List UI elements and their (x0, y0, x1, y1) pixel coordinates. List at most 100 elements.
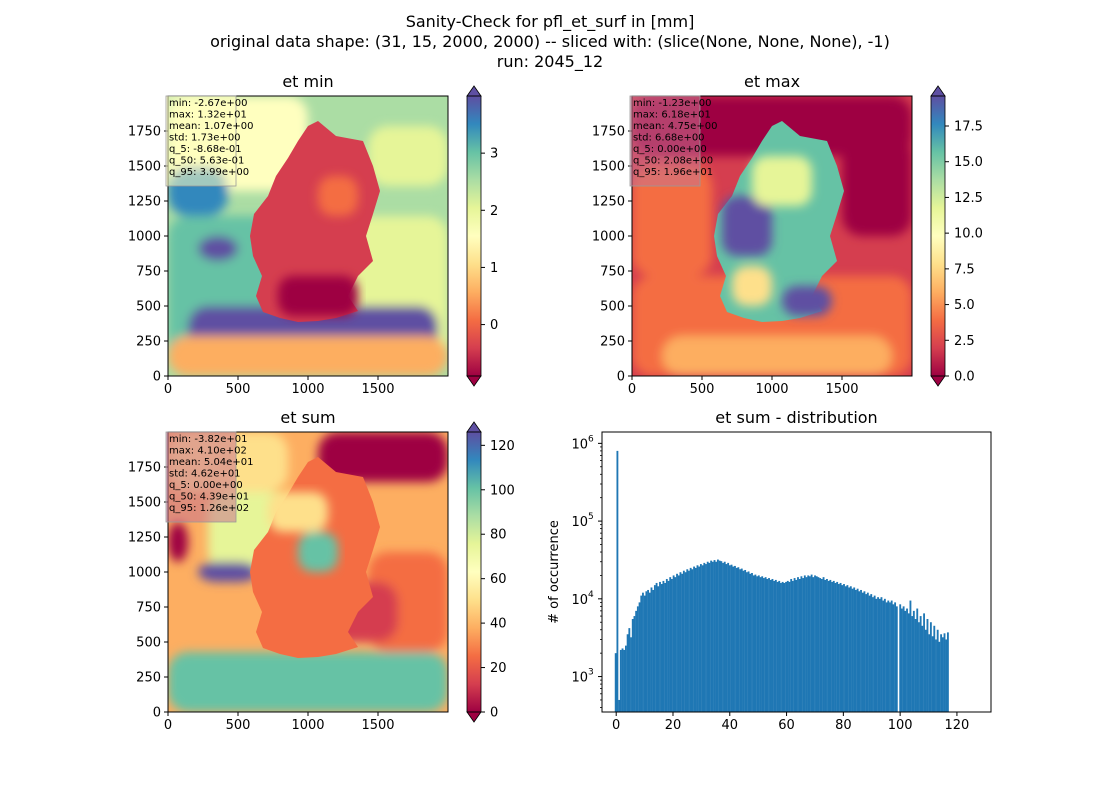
histogram-bar (800, 576, 803, 712)
y-tick-label: 500 (136, 300, 161, 315)
heatmap-region (168, 652, 448, 712)
figure-title-line-1: Sanity-Check for pfl_et_surf in [mm] (405, 12, 695, 31)
histogram-bar (618, 699, 621, 712)
stats-line: min: -2.67e+00 (169, 98, 248, 109)
histogram-bar (713, 560, 716, 712)
histogram-bar (725, 564, 728, 712)
x-tick-label: 0 (628, 382, 636, 397)
histogram-bar (836, 581, 839, 712)
stats-line: q_5: 0.00e+00 (633, 144, 707, 155)
heatmap-region (632, 166, 712, 276)
histogram-bar (783, 582, 786, 712)
histogram-bar (843, 584, 845, 712)
colorbar-gradient (467, 432, 481, 712)
stats-line: std: 6.68e+00 (633, 133, 705, 144)
heatmap-region (168, 522, 188, 562)
y-tick-exponent: 4 (588, 590, 594, 600)
histogram-bar (737, 567, 740, 712)
heatmap-field (168, 96, 448, 376)
heatmap-region (662, 336, 892, 376)
y-tick-exponent: 5 (588, 512, 594, 522)
histogram-bar (648, 592, 651, 712)
histogram-bar (929, 622, 932, 712)
colorbar-tick-label: 2.5 (954, 334, 975, 349)
heatmap-region (368, 126, 448, 186)
histogram-bar (633, 616, 636, 712)
x-tick-label: 0 (164, 718, 172, 733)
country-field (268, 492, 338, 572)
colorbar-tick-label: 40 (490, 617, 507, 632)
histogram-bar (628, 628, 631, 712)
histogram-bar (805, 577, 808, 712)
histogram-bar (642, 592, 644, 712)
histogram-bar (705, 564, 707, 712)
country-subregion (722, 196, 772, 256)
histogram-bar (829, 579, 832, 712)
histogram-bar (754, 574, 757, 712)
histogram-bar (841, 585, 844, 712)
histogram-bar (803, 575, 806, 712)
histogram-bars (614, 450, 949, 712)
histogram-bar (773, 580, 776, 712)
histogram-bar (686, 569, 689, 712)
histogram-bar (873, 595, 876, 712)
colorbar-tick-label: 0 (490, 706, 498, 721)
x-tick-label: 500 (226, 718, 251, 733)
histogram-bar (643, 595, 646, 712)
histogram-bar (681, 573, 684, 712)
histogram-bar (679, 572, 682, 712)
colorbar-gradient (467, 96, 481, 376)
histogram-bar (853, 587, 856, 712)
y-tick-label: 10 (571, 593, 588, 608)
stats-line: q_95: 3.99e+00 (169, 167, 249, 178)
x-tick-label: 500 (690, 382, 715, 397)
histogram-bar (688, 570, 690, 712)
histogram-bar (943, 633, 946, 712)
colorbar-extend-min (466, 711, 482, 723)
histogram-bar (771, 578, 774, 712)
histogram-bar (674, 577, 677, 712)
y-tick-label: 1000 (592, 230, 625, 245)
histogram-bar (866, 592, 869, 712)
country-field (278, 176, 358, 316)
histogram-bar (812, 577, 815, 712)
country-region (250, 121, 380, 322)
histogram-bar (752, 575, 755, 712)
y-tick-label: 1500 (128, 160, 161, 175)
histogram-bar (744, 569, 747, 712)
histogram-bar (890, 600, 893, 712)
histogram-bar (762, 578, 765, 712)
histogram-bar (660, 584, 663, 712)
histogram-bar (723, 561, 726, 712)
histogram-bar (824, 579, 827, 712)
histogram-bar (904, 610, 907, 712)
histogram-bar (887, 600, 890, 712)
colorbar-extend-max (466, 85, 482, 97)
histogram-bar (914, 619, 917, 712)
histogram-bar (854, 589, 857, 712)
histogram-bar (933, 625, 936, 712)
figure-title-line-2: original data shape: (31, 15, 2000, 2000… (210, 32, 890, 51)
colorbar-tick-label: 60 (490, 572, 507, 587)
histogram-bar (802, 578, 805, 712)
stats-box-background (165, 95, 237, 187)
histogram-bar (785, 581, 787, 712)
histogram-bar (844, 586, 847, 712)
histogram-bar (936, 629, 939, 712)
histogram-bar (739, 569, 741, 712)
histogram-bar (640, 595, 643, 712)
histogram-bar (941, 637, 944, 712)
histogram-bar (928, 634, 931, 712)
histogram-bar (834, 582, 837, 712)
figure-title-line-3: run: 2045_12 (496, 52, 604, 71)
stats-line: q_5: -8.68e-01 (169, 144, 242, 155)
y-tick-label: 1500 (592, 160, 625, 175)
stats-line: min: -1.23e+00 (633, 98, 712, 109)
histogram-bar (909, 600, 912, 712)
histogram-bar (924, 629, 927, 712)
histogram-bar (677, 575, 680, 712)
histogram-bar (817, 577, 820, 712)
histogram-bar (872, 597, 874, 712)
histogram-bar (877, 597, 879, 712)
